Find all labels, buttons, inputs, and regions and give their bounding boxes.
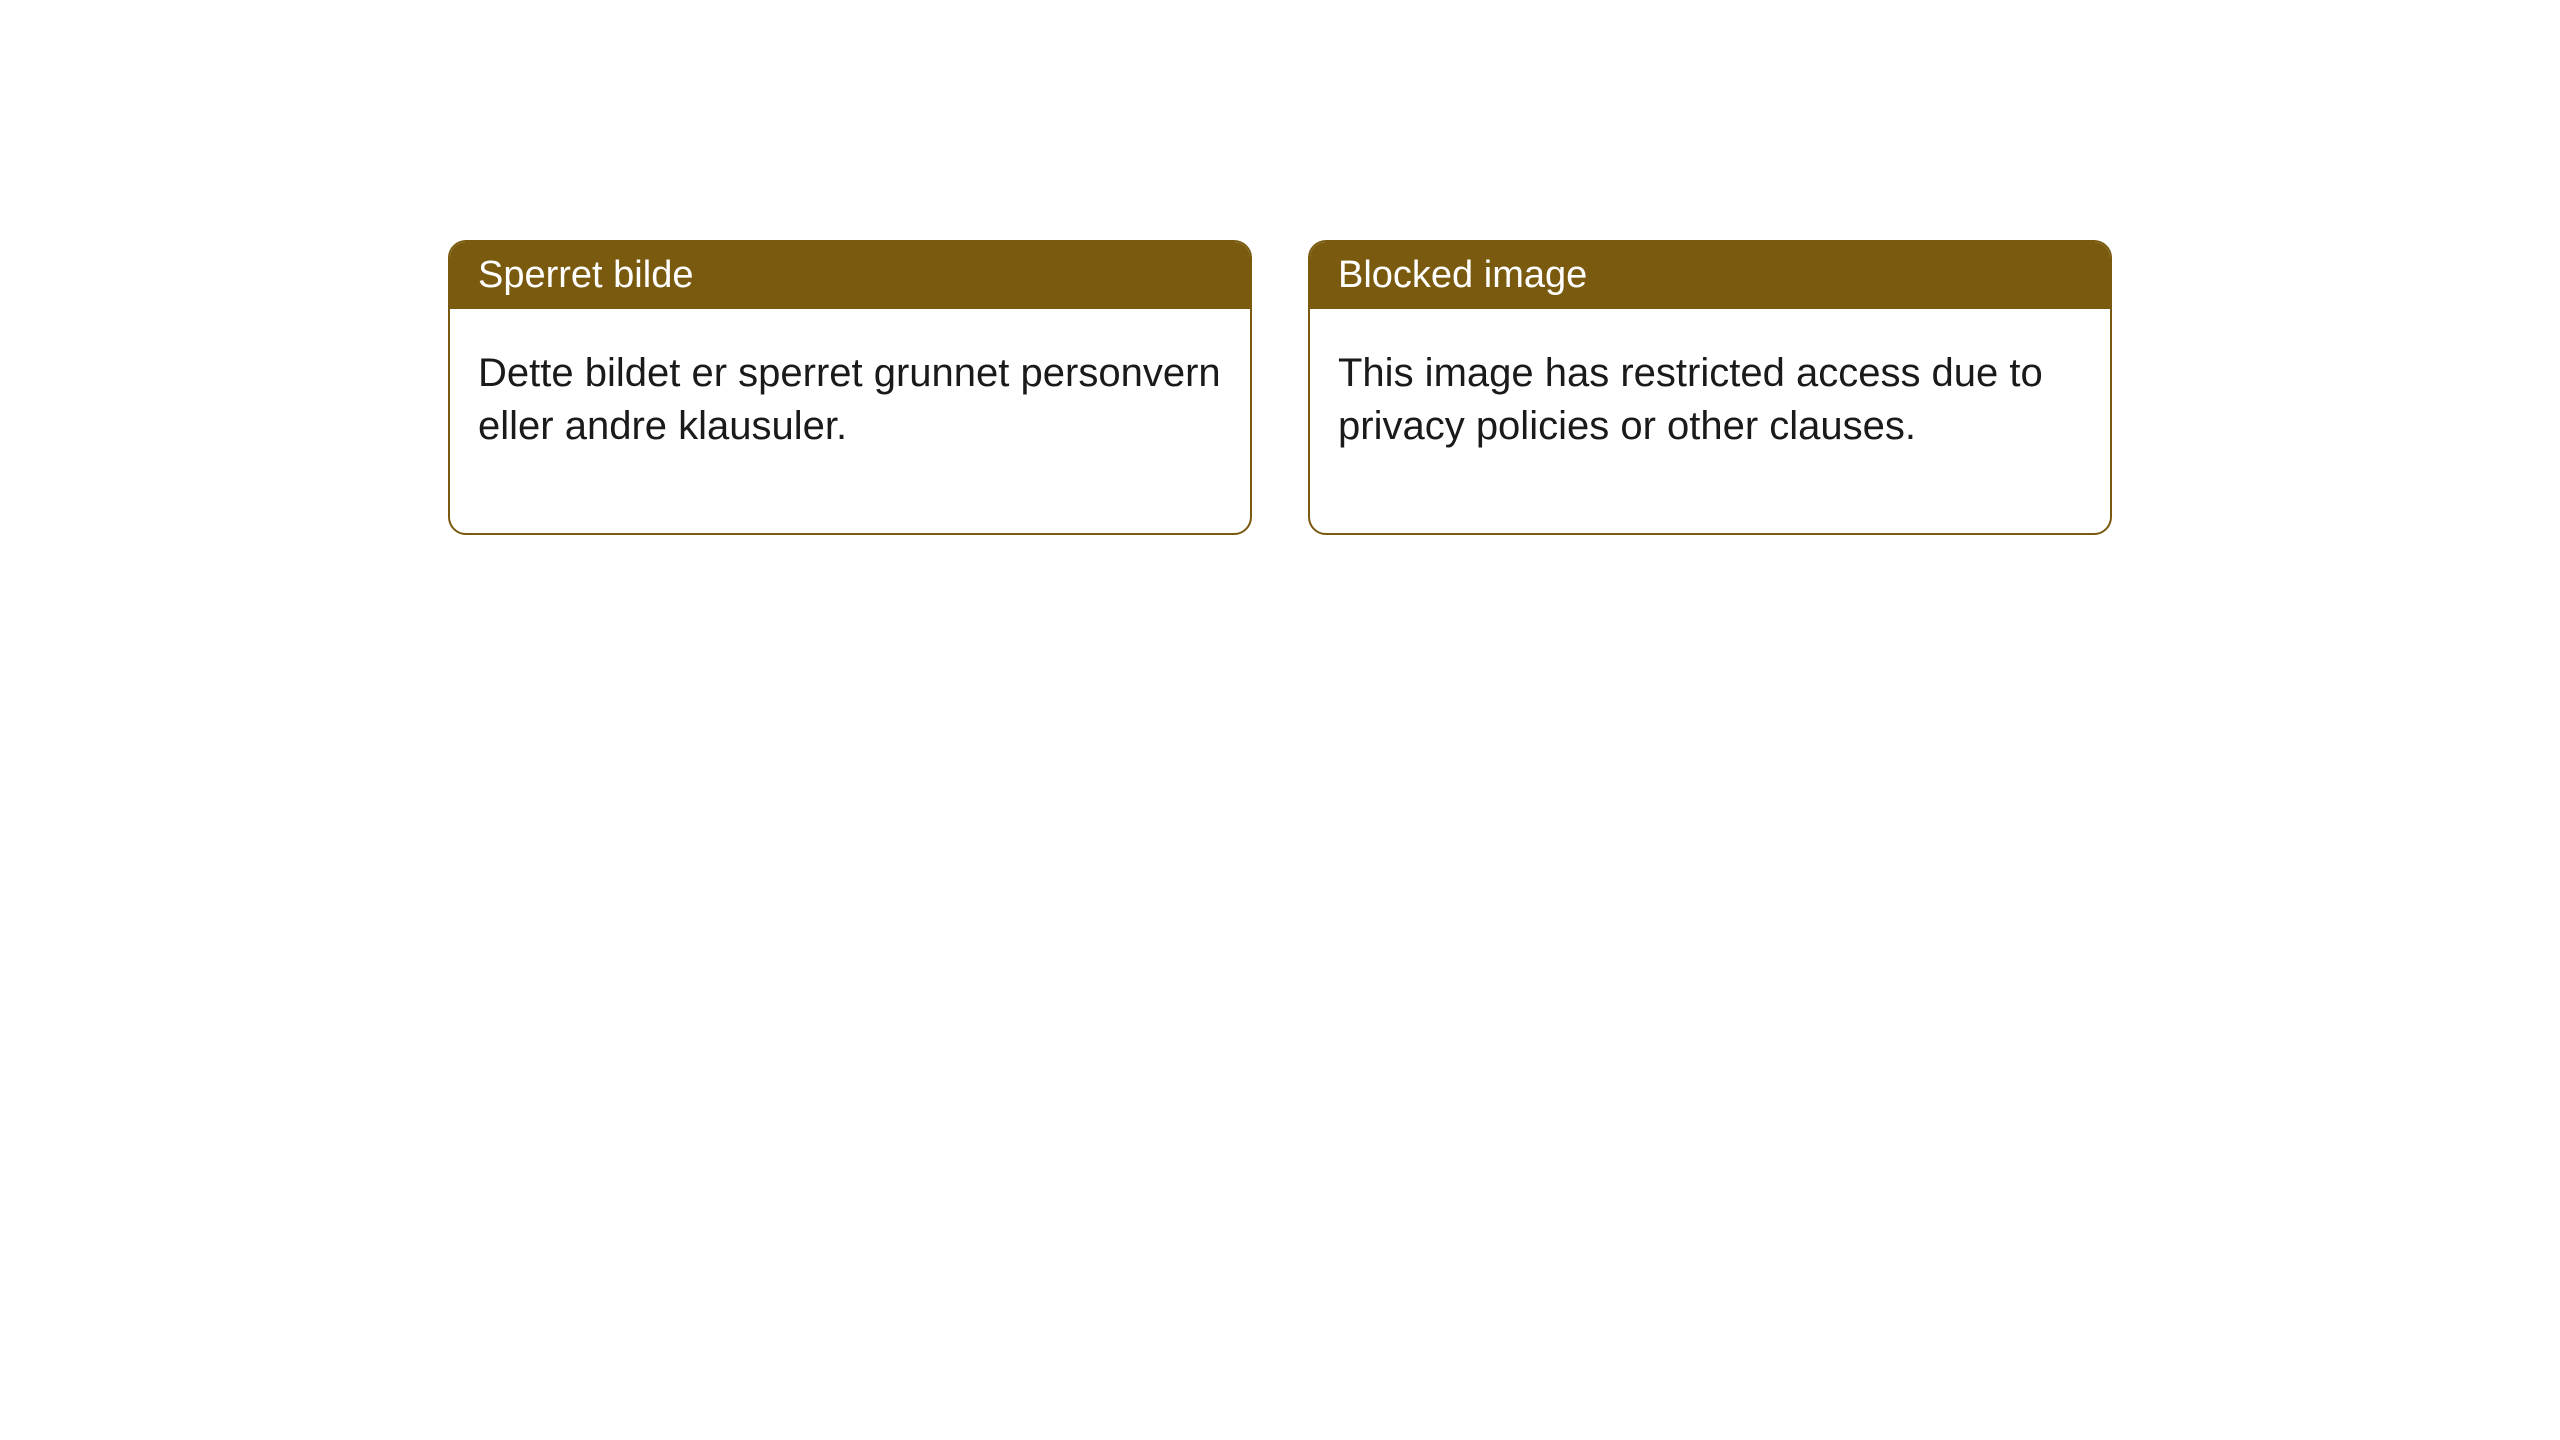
notice-card-english: Blocked image This image has restricted … (1308, 240, 2112, 535)
notice-header: Blocked image (1310, 242, 2110, 309)
notice-header: Sperret bilde (450, 242, 1250, 309)
notice-body: Dette bildet er sperret grunnet personve… (450, 309, 1250, 533)
notice-card-norwegian: Sperret bilde Dette bildet er sperret gr… (448, 240, 1252, 535)
notice-container: Sperret bilde Dette bildet er sperret gr… (448, 240, 2112, 535)
notice-body: This image has restricted access due to … (1310, 309, 2110, 533)
